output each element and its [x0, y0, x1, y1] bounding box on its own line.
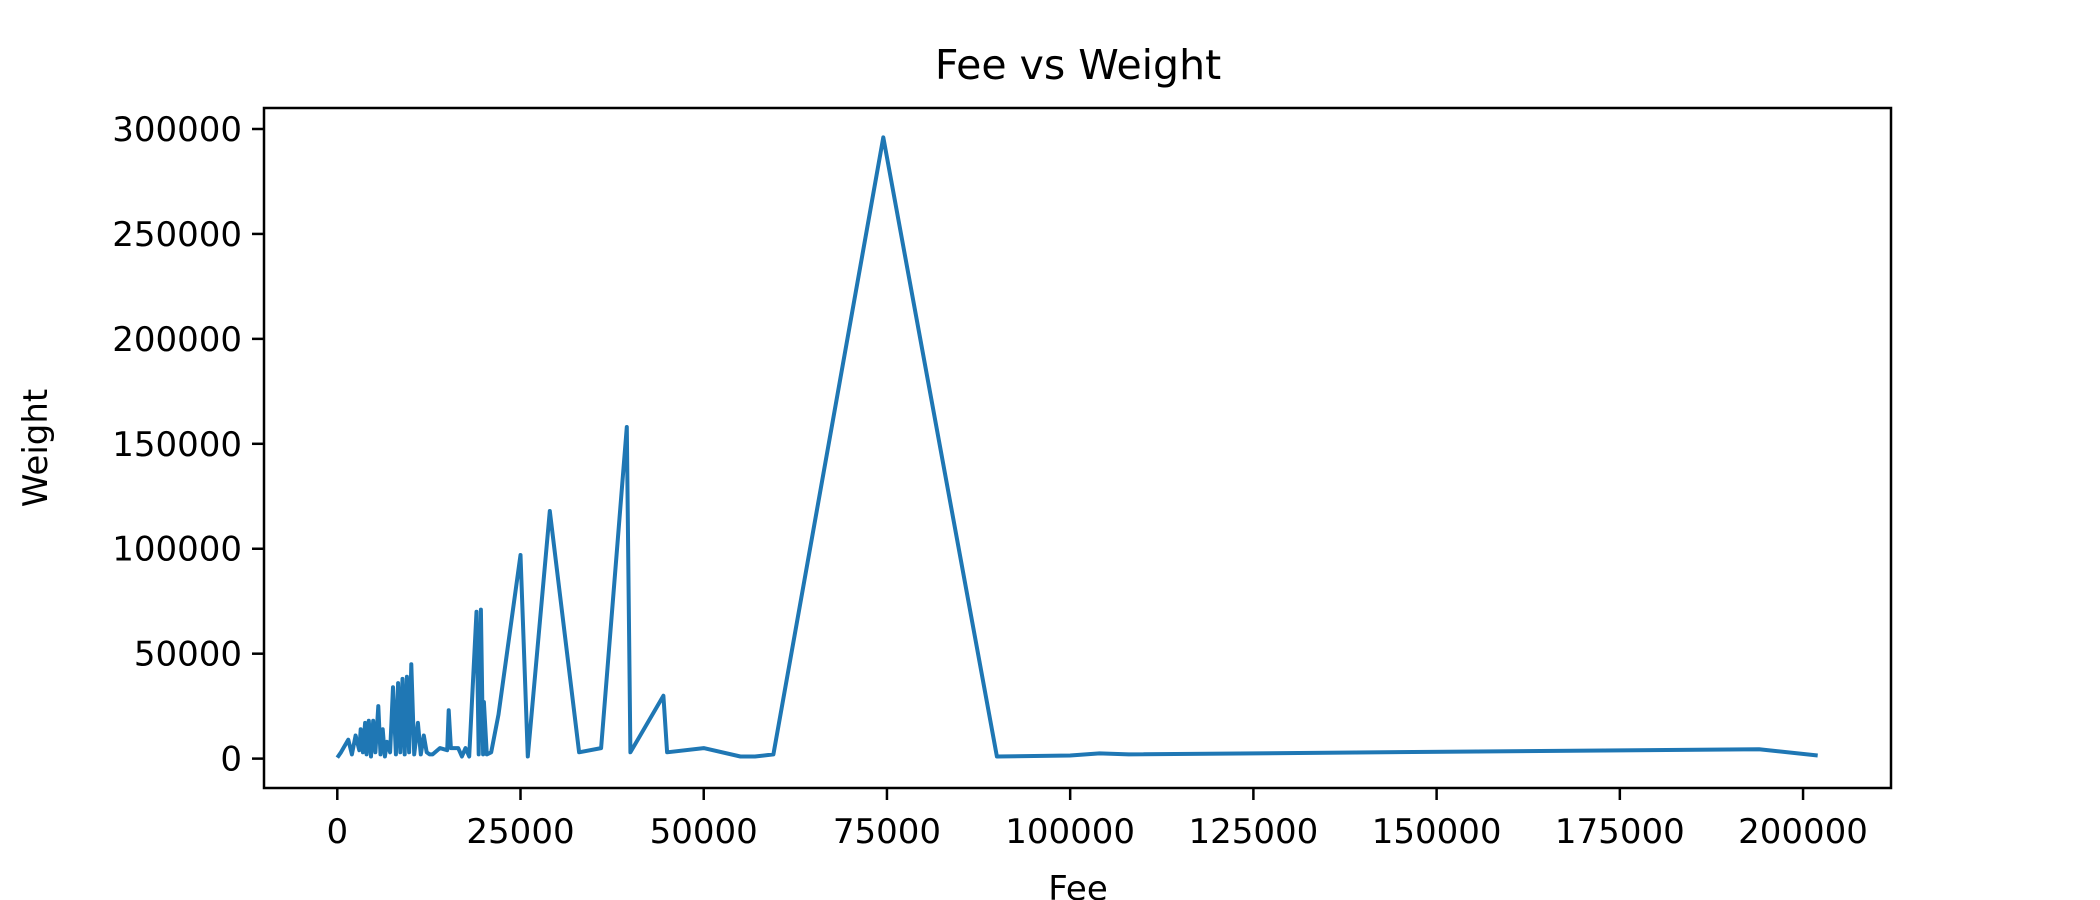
plot-frame — [262, 106, 1893, 790]
x-axis-title: Fee — [1048, 869, 1108, 900]
y-tick-label: 150000 — [112, 425, 242, 465]
y-tick-label: 200000 — [112, 320, 242, 360]
y-axis-title: Weight — [16, 389, 56, 507]
y-tick-label: 100000 — [112, 530, 242, 570]
y-tick-label: 300000 — [112, 110, 242, 150]
x-tick-label: 50000 — [650, 812, 758, 852]
x-tick-label: 75000 — [833, 812, 941, 852]
x-tick-label: 175000 — [1555, 812, 1685, 852]
plot-area — [335, 135, 1818, 759]
x-tick-label: 25000 — [466, 812, 574, 852]
y-tick-label: 0 — [220, 740, 242, 780]
x-tick-label: 150000 — [1372, 812, 1502, 852]
y-axis: 0 50000 100000 150000 200000 250000 300000 — [112, 110, 264, 780]
x-tick-label: 125000 — [1188, 812, 1318, 852]
chart-title: Fee vs Weight — [935, 41, 1221, 89]
x-tick-label: 200000 — [1738, 812, 1868, 852]
x-axis: 0 25000 50000 75000 100000 125000 150000 175000… — [326, 788, 1868, 852]
y-tick-label: 250000 — [112, 215, 242, 255]
x-tick-label: 100000 — [1005, 812, 1135, 852]
series-line-0 — [335, 135, 1818, 759]
x-tick-label: 0 — [326, 812, 348, 852]
y-tick-label: 50000 — [134, 635, 242, 675]
